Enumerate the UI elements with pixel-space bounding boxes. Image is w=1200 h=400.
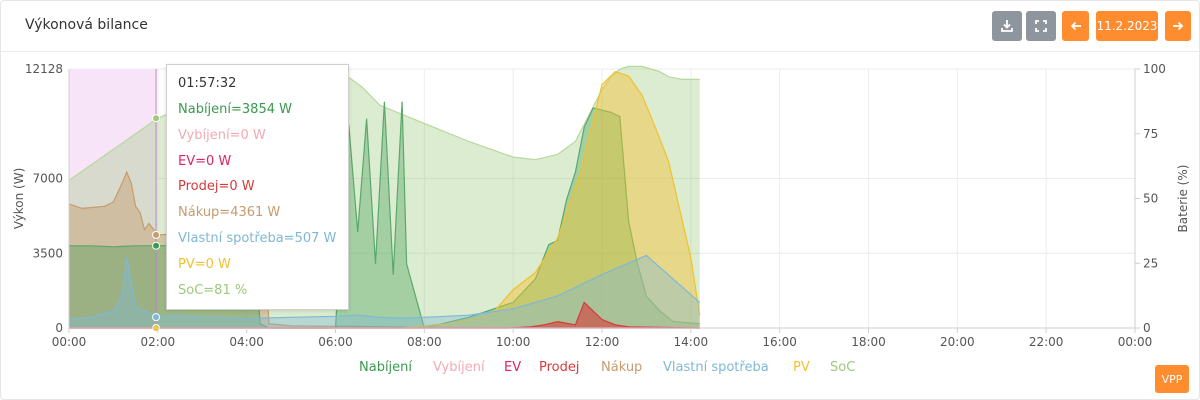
- tooltip-row: Vlastní spotřeba=507 W: [178, 231, 337, 246]
- x-tick-label: 10:00: [496, 335, 531, 349]
- cursor-point: [152, 313, 161, 322]
- y-tick-label: 0: [55, 321, 63, 335]
- x-tick-label: 14:00: [674, 335, 709, 349]
- y2-tick-label: 50: [1143, 192, 1158, 206]
- date-picker-button[interactable]: 11.2.2023: [1096, 11, 1158, 41]
- cursor-highlight: [69, 69, 157, 328]
- x-tick-label: 02:00: [141, 335, 176, 349]
- cursor-point: [152, 230, 161, 239]
- tooltip-row: Nabíjení=3854 W: [178, 102, 292, 117]
- x-tick-label: 04:00: [229, 335, 264, 349]
- legend-item[interactable]: EV: [504, 360, 522, 375]
- y2-tick-label: 75: [1143, 127, 1158, 141]
- download-icon: [1001, 20, 1013, 32]
- legend-item[interactable]: Vybíjení: [433, 360, 485, 375]
- series-line-pv: [69, 71, 701, 329]
- y-tick-label: 12128: [25, 62, 63, 76]
- cursor-point: [152, 241, 161, 250]
- tooltip-row: Vybíjení=0 W: [178, 127, 266, 143]
- download-button[interactable]: [992, 11, 1022, 41]
- arrow-right-icon: [1173, 21, 1184, 31]
- tooltip-time: 01:57:32: [178, 76, 237, 91]
- legend-item[interactable]: PV: [793, 360, 810, 375]
- y-axis-title: Výkon (W): [12, 168, 26, 230]
- chart-axes: 0 3500 7000 12128 0 25 50 75 100 00:00 02:00 04:00 0…: [12, 62, 1190, 349]
- legend-item[interactable]: Prodej: [539, 360, 580, 375]
- y2-axis-title: Baterie (%): [1176, 165, 1190, 233]
- fullscreen-button[interactable]: [1026, 11, 1056, 41]
- page-title: Výkonová bilance: [25, 17, 148, 33]
- tooltip-row: Nákup=4361 W: [178, 205, 281, 221]
- vpp-button[interactable]: VPP: [1155, 365, 1189, 393]
- tooltip-row: SoC=81 %: [178, 282, 248, 298]
- cursor-point: [152, 114, 161, 123]
- series-line-vlastn-spot-eba: [68, 254, 701, 321]
- series-area-vlastn-spot-eba: [69, 255, 700, 328]
- series-layer: [68, 65, 701, 329]
- legend-item[interactable]: Nákup: [601, 360, 643, 375]
- series-area-pv: [69, 71, 700, 328]
- x-tick-label: 00:00: [1118, 335, 1153, 349]
- y2-tick-label: 25: [1143, 256, 1158, 270]
- prev-day-button[interactable]: [1062, 11, 1089, 41]
- x-tick-label: 20:00: [940, 335, 975, 349]
- x-tick-label: 08:00: [407, 335, 442, 349]
- arrow-left-icon: [1070, 21, 1081, 31]
- x-tick-label: 12:00: [585, 335, 620, 349]
- tooltip-row: EV=0 W: [178, 153, 232, 169]
- x-tick-label: 06:00: [318, 335, 353, 349]
- x-tick-label: 18:00: [851, 335, 886, 349]
- fullscreen-icon: [1035, 20, 1047, 32]
- y2-tick-label: 100: [1143, 62, 1166, 76]
- legend-item[interactable]: Vlastní spotřeba: [663, 360, 769, 375]
- tooltip-row: Prodej=0 W: [178, 179, 255, 195]
- chart-tooltip: 01:57:32 Nabíjení=3854 W Vybíjení=0 W EV=0…: [166, 64, 349, 310]
- y2-tick-label: 0: [1143, 321, 1151, 335]
- y-tick-label: 7000: [32, 172, 63, 186]
- x-tick-label: 22:00: [1029, 335, 1064, 349]
- x-tick-label: 00:00: [52, 335, 87, 349]
- legend-item[interactable]: Nabíjení: [359, 360, 413, 375]
- card-header: Výkonová bilance 11.2.2023: [1, 1, 1199, 52]
- legend-item[interactable]: SoC: [830, 360, 856, 375]
- cursor-layer: [152, 69, 161, 332]
- series-line-prodej: [69, 301, 700, 329]
- y-tick-label: 3500: [32, 246, 63, 260]
- next-day-button[interactable]: [1165, 11, 1191, 41]
- x-tick-label: 16:00: [762, 335, 797, 349]
- tooltip-row: PV=0 W: [178, 256, 231, 272]
